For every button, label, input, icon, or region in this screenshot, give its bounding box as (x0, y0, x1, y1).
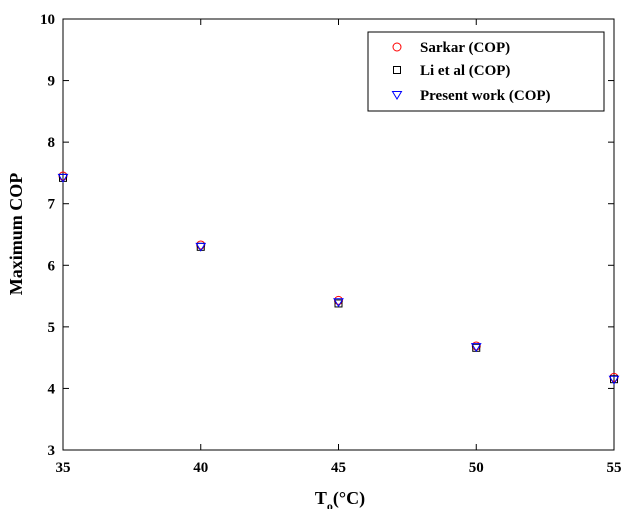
x-tick-label: 50 (469, 460, 484, 476)
y-tick-label: 8 (48, 135, 56, 151)
li-et-al-point (610, 375, 618, 384)
legend-label-present: Present work (COP) (420, 88, 551, 104)
x-tick-label: 45 (331, 460, 346, 476)
data-marks (57, 171, 620, 385)
present-work-point (195, 242, 207, 252)
legend-label-sarkar: Sarkar (COP) (420, 40, 510, 56)
legend: Sarkar (COP) Li et al (COP) Present work… (367, 31, 605, 112)
y-tick-label: 10 (40, 12, 55, 28)
legend-box (367, 31, 605, 112)
y-tick-label: 7 (48, 197, 56, 213)
x-axis-label: To(°C) (315, 488, 365, 509)
legend-marker-triangle (391, 91, 403, 100)
y-tick-label: 6 (48, 258, 56, 274)
x-tick-label: 35 (56, 460, 71, 476)
x-axis-label-subscript: o (327, 499, 333, 509)
y-tick-label: 3 (48, 443, 56, 459)
present-work-point (57, 173, 69, 183)
x-axis-label-unit: (°C) (333, 488, 365, 509)
present-work-point (333, 298, 344, 308)
y-tick-label: 9 (48, 74, 56, 90)
y-tick-label: 5 (48, 320, 56, 336)
x-tick-label: 40 (193, 460, 208, 476)
legend-marker-circle (392, 42, 402, 52)
present-work-point (608, 375, 620, 385)
y-axis-label: Maximum COP (6, 173, 26, 295)
legend-label-li: Li et al (COP) (420, 63, 510, 79)
present-work-point (470, 343, 482, 353)
x-axis-label-main: T (315, 488, 327, 508)
legend-marker-square (393, 66, 401, 74)
x-tick-label: 55 (607, 460, 622, 476)
y-tick-label: 4 (48, 381, 56, 397)
